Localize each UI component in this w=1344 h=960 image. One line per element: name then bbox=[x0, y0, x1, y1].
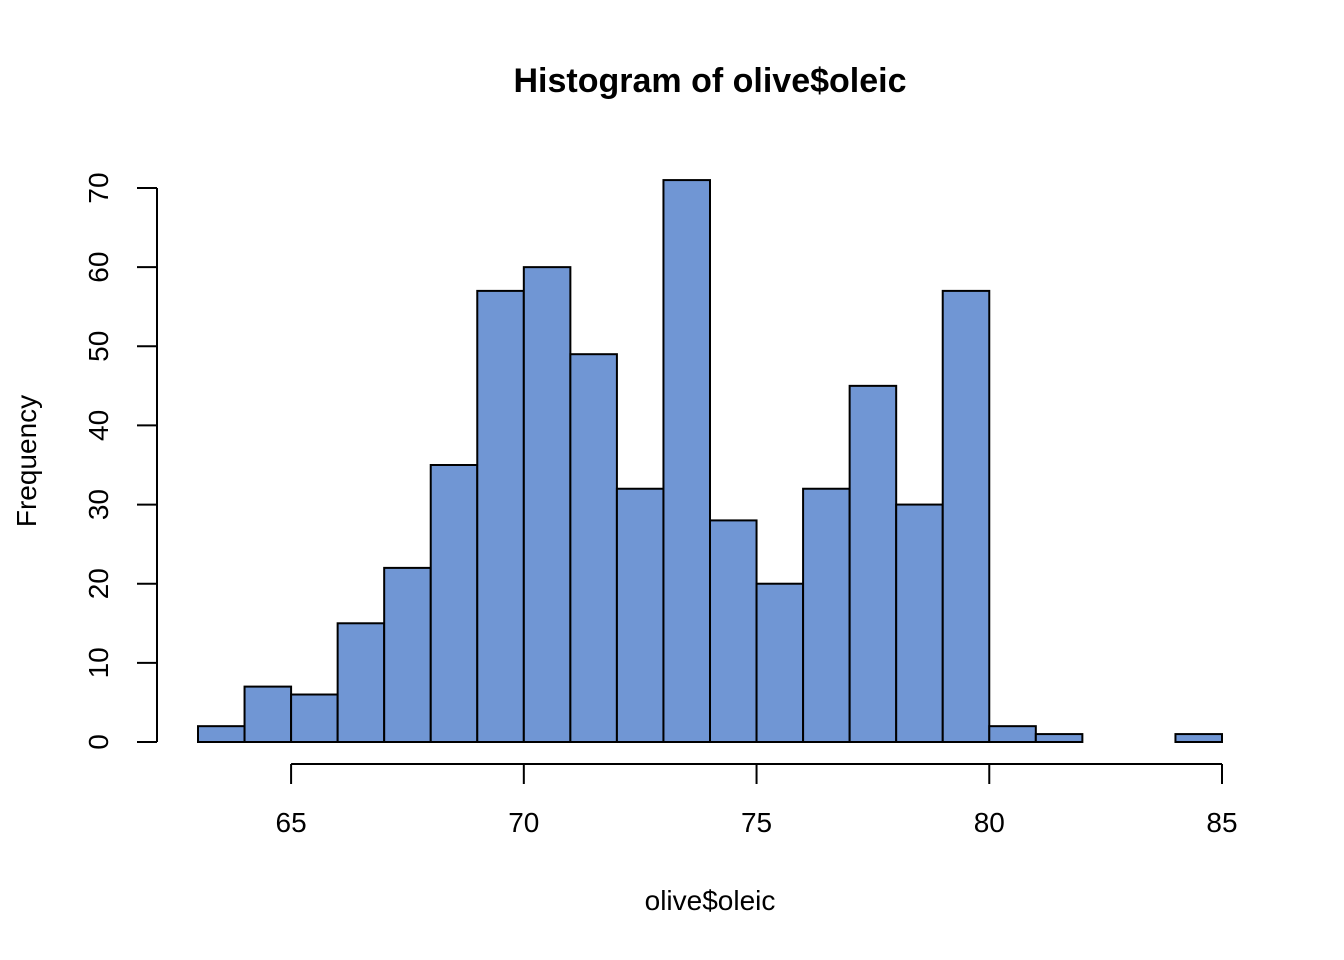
x-tick-label: 85 bbox=[1206, 807, 1237, 838]
histogram-bar bbox=[569, 353, 618, 743]
histogram-bar bbox=[755, 582, 805, 744]
histogram-bar bbox=[1034, 733, 1084, 743]
y-axis-label: Frequency bbox=[11, 395, 42, 527]
histogram-bar bbox=[1174, 733, 1224, 743]
histogram-bar bbox=[197, 725, 246, 744]
histogram-bar bbox=[615, 487, 665, 743]
y-tick-label: 20 bbox=[83, 568, 114, 599]
y-tick-label: 60 bbox=[83, 252, 114, 283]
y-tick-label: 70 bbox=[83, 172, 114, 203]
chart-title: Histogram of olive$oleic bbox=[514, 62, 907, 100]
x-tick-label: 75 bbox=[741, 807, 772, 838]
x-tick-label: 70 bbox=[508, 807, 539, 838]
bars-group bbox=[197, 179, 1224, 744]
histogram-bar bbox=[802, 487, 851, 743]
histogram-bar bbox=[709, 519, 758, 744]
histogram-bar bbox=[429, 464, 479, 743]
histogram-bar bbox=[895, 503, 944, 744]
histogram-bar bbox=[476, 289, 525, 743]
y-tick-label: 0 bbox=[83, 734, 114, 750]
histogram-bar bbox=[336, 622, 386, 743]
histogram-bar bbox=[243, 685, 293, 743]
y-tick-label: 30 bbox=[83, 489, 114, 520]
histogram-bar bbox=[848, 384, 898, 743]
x-tick-label: 80 bbox=[974, 807, 1005, 838]
y-tick-label: 50 bbox=[83, 331, 114, 362]
x-axis-label: olive$oleic bbox=[645, 885, 776, 916]
histogram-bar bbox=[522, 266, 572, 743]
x-axis: 65 70 75 80 85 bbox=[276, 763, 1238, 838]
histogram-bar bbox=[988, 725, 1037, 744]
x-tick-label: 65 bbox=[276, 807, 307, 838]
histogram-bar bbox=[662, 179, 711, 744]
y-axis: 0 10 20 30 40 50 60 70 bbox=[83, 172, 158, 750]
y-tick-label: 10 bbox=[83, 647, 114, 678]
histogram-bar bbox=[941, 289, 991, 743]
y-tick-label: 40 bbox=[83, 410, 114, 441]
histogram-bar bbox=[290, 693, 339, 743]
histogram-bar bbox=[383, 566, 432, 744]
